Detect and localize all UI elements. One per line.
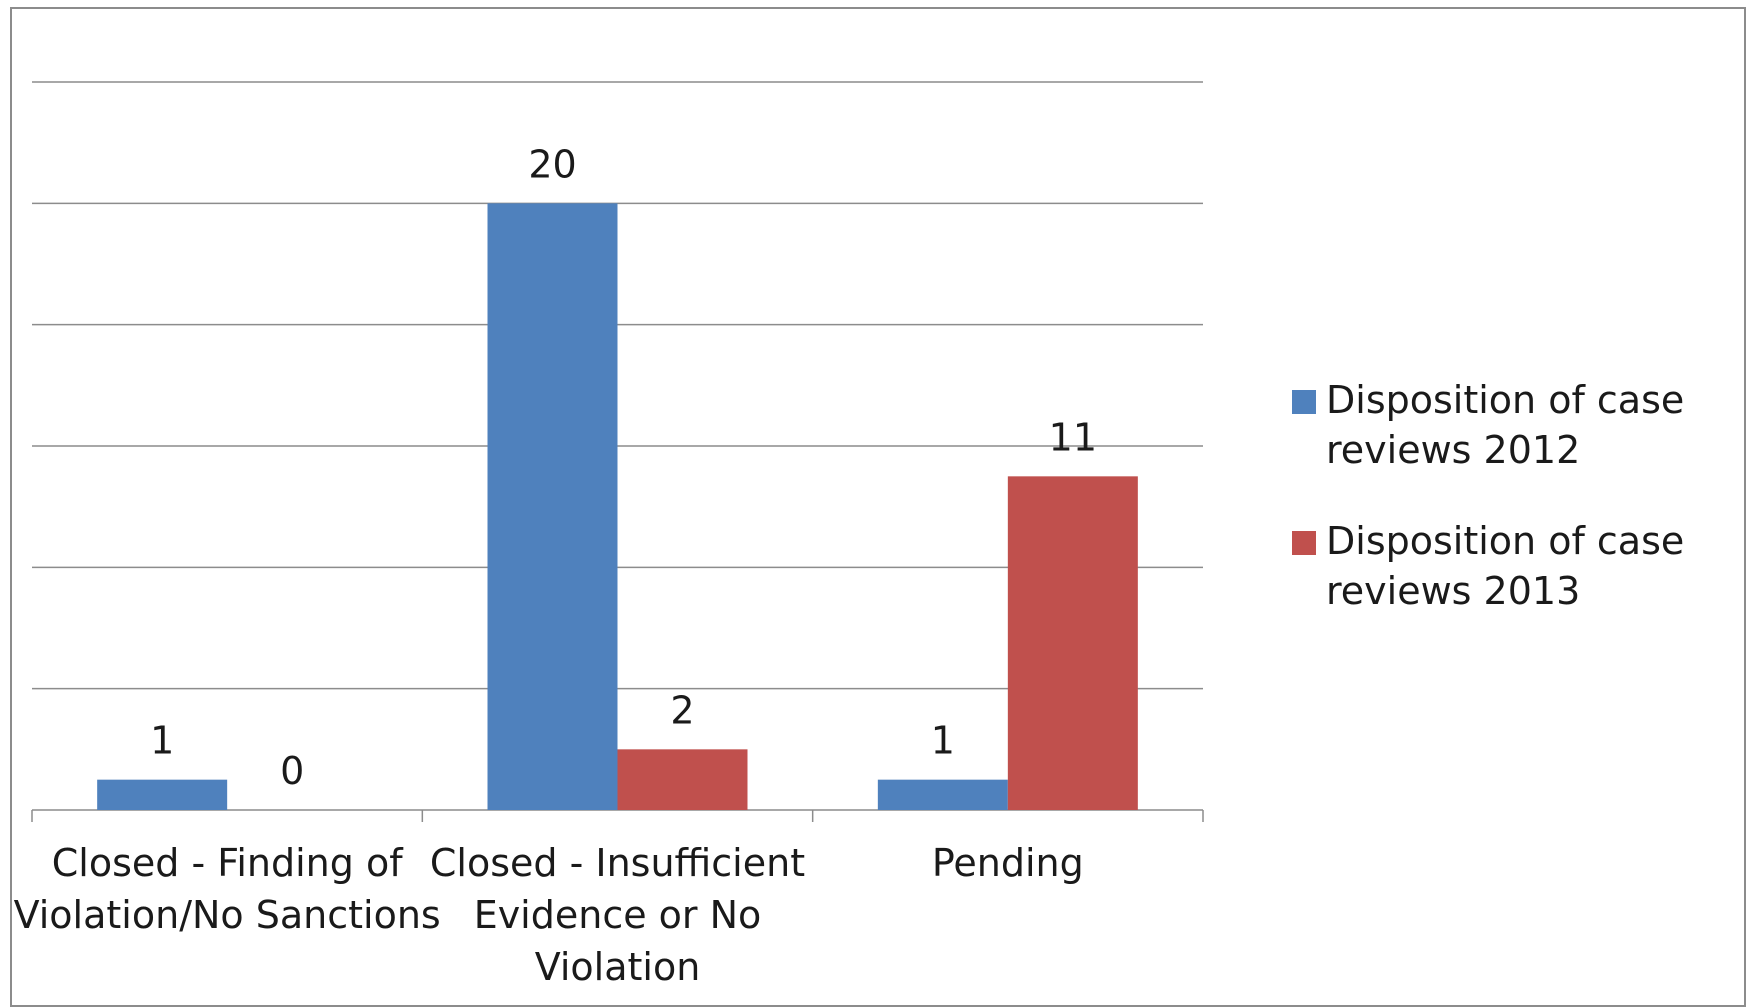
bar — [1007, 476, 1138, 810]
bar — [487, 203, 618, 811]
data-label: 1 — [150, 719, 174, 763]
x-tick-label: Pending — [932, 841, 1084, 885]
data-label: 2 — [670, 688, 694, 732]
x-tick-label: Closed - Finding of Violation/No Sanction… — [14, 841, 441, 937]
data-label: 1 — [931, 719, 955, 763]
bar — [97, 779, 228, 810]
legend-label: Disposition of case reviews 2012 — [1326, 378, 1684, 472]
x-tick-label: Closed - Insufficient Evidence or No Viola… — [430, 841, 805, 989]
legend-label: Disposition of case reviews 2013 — [1326, 519, 1684, 613]
legend-swatch — [1292, 390, 1316, 414]
data-label: 20 — [528, 142, 576, 186]
bar — [617, 749, 748, 810]
data-label: 11 — [1049, 415, 1097, 459]
bar — [877, 779, 1008, 810]
chart-frame — [10, 7, 1746, 1007]
data-label: 0 — [280, 749, 304, 793]
legend-swatch — [1292, 531, 1316, 555]
